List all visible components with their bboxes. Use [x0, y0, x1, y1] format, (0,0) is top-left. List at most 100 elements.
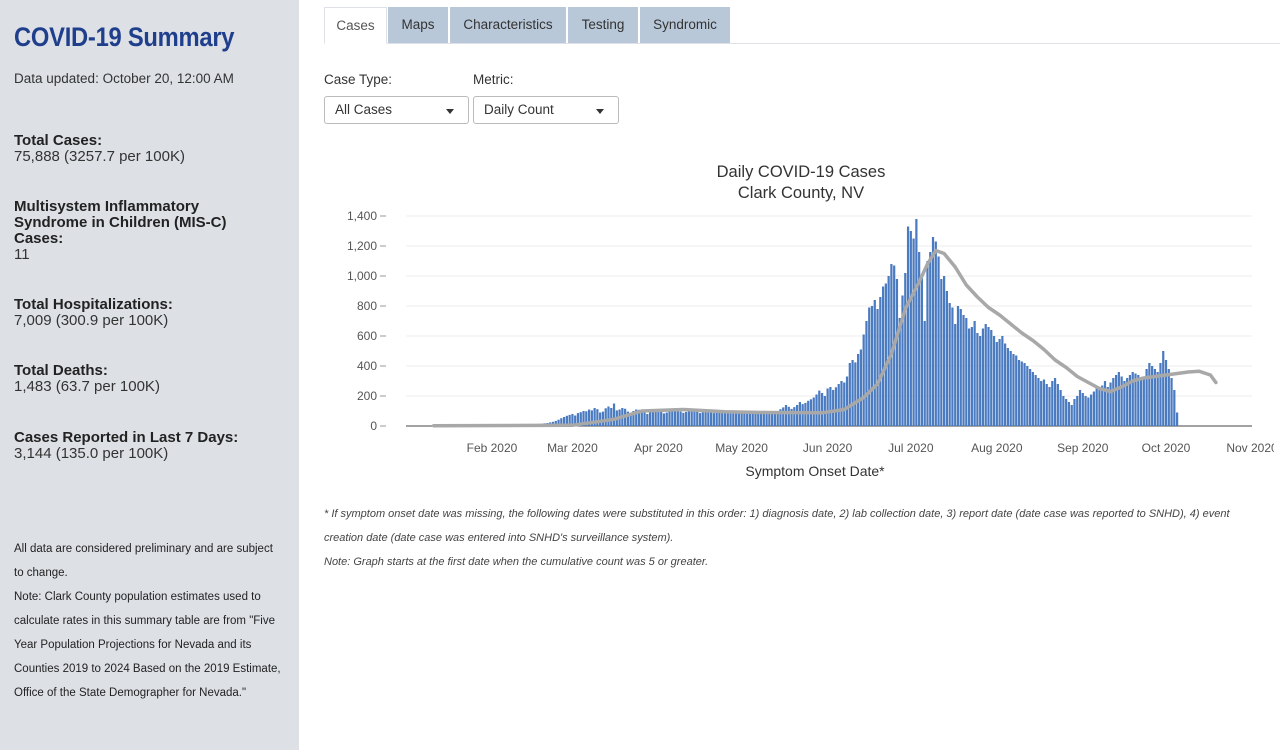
chart-bar: [690, 409, 693, 426]
chart-bar: [1023, 363, 1026, 426]
chart-bar: [721, 411, 724, 426]
chart-bar: [729, 412, 732, 426]
chart-bar: [1151, 366, 1154, 426]
chart-bar: [979, 336, 982, 426]
chart-bar: [818, 390, 821, 426]
chart-bar: [632, 411, 635, 426]
chart-bar: [998, 339, 1001, 426]
chart-bar: [976, 333, 979, 426]
chart-bar: [560, 418, 563, 426]
chart-bar: [574, 415, 577, 426]
chart-bar: [629, 413, 632, 426]
chart-bar: [640, 410, 643, 426]
chart-bar: [1128, 375, 1132, 426]
stat-label: Cases Reported in Last 7 Days:: [14, 429, 239, 446]
chart-bar: [626, 411, 630, 426]
chart-bar: [593, 408, 596, 426]
chart-bar: [948, 303, 951, 426]
tab-testing[interactable]: Testing: [568, 7, 638, 43]
tab-cases[interactable]: Cases: [324, 7, 387, 44]
chart-bar: [973, 321, 976, 426]
chart-bar: [1142, 376, 1145, 426]
chart-bar: [851, 360, 854, 426]
chart-bar: [918, 252, 921, 426]
chart-bar: [1101, 385, 1104, 426]
chevron-down-icon: [596, 109, 604, 114]
chart-bar: [1164, 360, 1168, 426]
chart-bar: [1145, 369, 1148, 426]
chart-bar: [757, 413, 760, 426]
chart-bar: [829, 387, 832, 426]
chart-bar: [1031, 372, 1034, 426]
chart-bar: [840, 381, 843, 426]
chart-bar: [990, 330, 993, 426]
chart-bar: [1012, 354, 1015, 426]
chart-bar: [1062, 396, 1065, 426]
tab-syndromic[interactable]: Syndromic: [640, 7, 730, 43]
chart-bar: [565, 415, 568, 426]
chart-bar: [704, 411, 707, 426]
chart-bar: [1045, 384, 1048, 426]
chart-bar: [920, 276, 924, 426]
y-tick-label: 600: [357, 329, 377, 343]
chart-bar: [865, 321, 868, 426]
chart-bar: [707, 411, 710, 426]
page-title: COVID-19 Summary: [14, 22, 235, 52]
chart-bar: [795, 405, 799, 426]
chart-bar: [857, 354, 860, 426]
chart-bar: [895, 279, 899, 426]
trend-line-7day-average: [431, 248, 1218, 428]
chart-bar: [712, 413, 715, 426]
tab-characteristics[interactable]: Characteristics: [450, 7, 566, 43]
metric-select[interactable]: Daily Count: [473, 96, 619, 124]
chart-bar: [954, 324, 957, 426]
chart-bar: [648, 411, 652, 426]
chart-bar: [1109, 382, 1112, 426]
chart-bar: [679, 411, 682, 426]
chart-bar: [929, 252, 932, 426]
chart-bar: [1159, 363, 1162, 426]
chart-bar: [1137, 375, 1140, 426]
chart-bar: [596, 409, 599, 426]
data-updated-text: Data updated: October 20, 12:00 AM: [14, 71, 234, 86]
chart-bar: [646, 414, 649, 426]
chart-bar: [568, 414, 571, 426]
chart-bar: [834, 387, 838, 426]
chevron-down-icon: [446, 109, 454, 114]
chart-bar: [837, 384, 840, 426]
chart-bar: [682, 412, 685, 426]
chart-bar: [787, 406, 790, 426]
y-tick-label: 400: [357, 359, 377, 373]
chart-bar: [685, 411, 688, 426]
chart-bar: [854, 362, 857, 426]
y-tick-label: 800: [357, 299, 377, 313]
chart-bar: [779, 409, 782, 426]
chart-bar: [610, 408, 613, 426]
chart-x-axis: Feb 2020 Mar 2020 Apr 2020 May 2020 Jun 2020…: [467, 441, 1274, 455]
chart-bar: [1084, 396, 1087, 426]
chart-bar: [1042, 379, 1046, 426]
chart-bar: [784, 405, 788, 426]
chart-bar: [601, 411, 605, 426]
chart-bar: [698, 413, 702, 426]
chart-bar: [1092, 391, 1096, 426]
chart-bar: [945, 291, 948, 426]
chart-bar: [762, 411, 765, 426]
chart-bar: [1076, 396, 1079, 426]
chart-bar: [740, 412, 743, 426]
chart-bar: [931, 237, 935, 426]
chart-bar: [765, 411, 768, 426]
sidebar-notes: All data are considered preliminary and …: [14, 537, 284, 705]
x-tick-label: Aug 2020: [971, 441, 1023, 455]
tab-maps[interactable]: Maps: [388, 7, 448, 43]
case-type-select[interactable]: All Cases: [324, 96, 469, 124]
chart-bar: [710, 412, 713, 426]
chart-bar: [862, 334, 865, 426]
chart-bar: [870, 306, 874, 426]
chart-bar: [1028, 369, 1032, 426]
chart-bar: [651, 410, 654, 426]
chart-bar: [734, 412, 738, 426]
chart-bar: [1009, 351, 1012, 426]
chart-gridlines: [406, 215, 1252, 427]
stat-misc-cases: Multisystem Inflammatory Syndrome in Chi…: [14, 199, 264, 263]
